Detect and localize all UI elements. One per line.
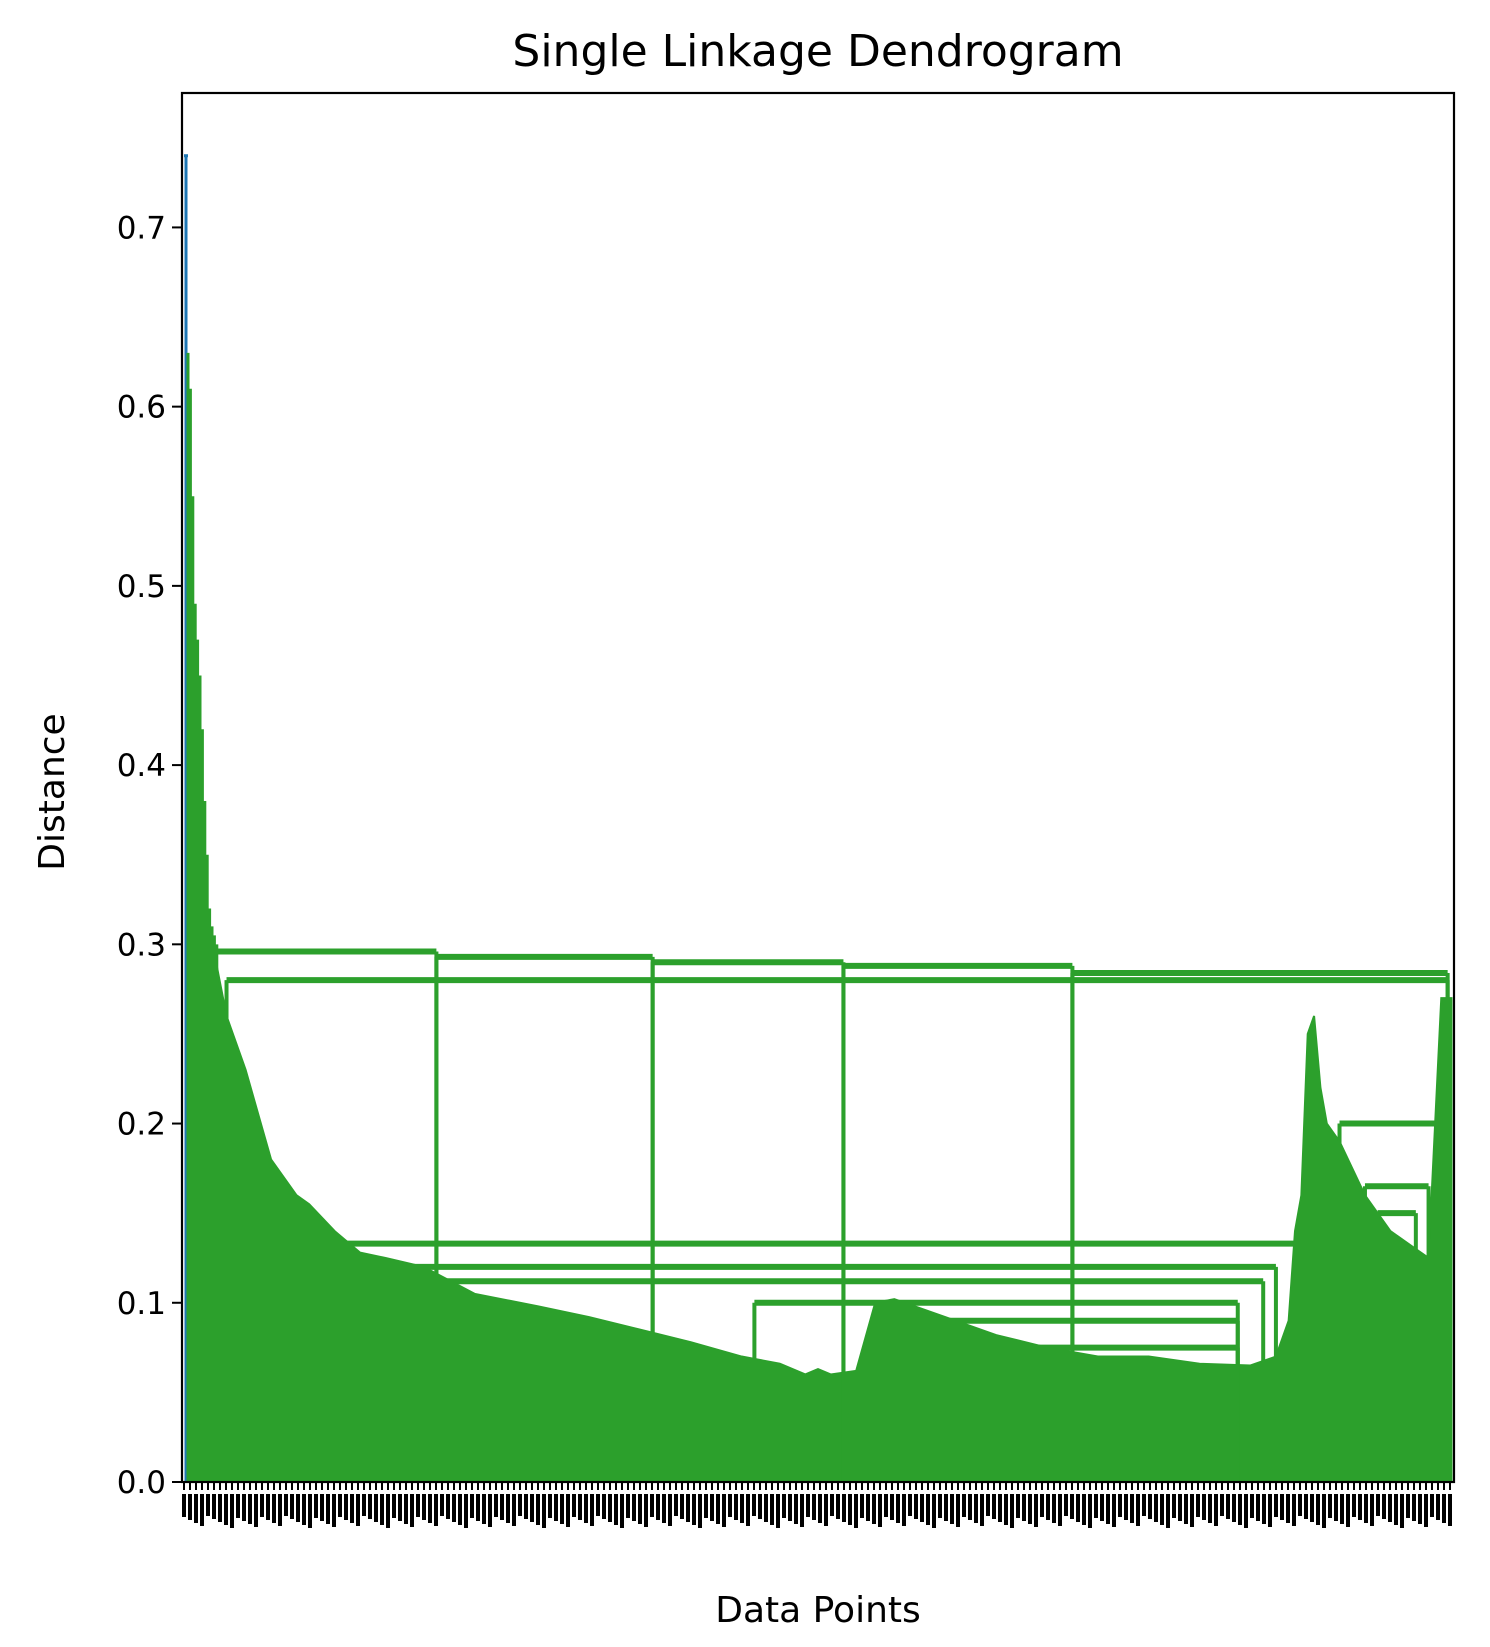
y-axis-label: Distance: [32, 713, 73, 870]
y-tick-label: 0.0: [117, 1465, 166, 1501]
y-tick-label: 0.5: [117, 569, 166, 605]
y-tick-label: 0.1: [117, 1286, 166, 1322]
y-tick-label: 0.3: [117, 927, 166, 963]
x-axis-label: Data Points: [715, 1590, 921, 1631]
y-tick-label: 0.7: [117, 210, 166, 246]
y-tick-label: 0.2: [117, 1107, 166, 1143]
x-tick-marks: [182, 1482, 1452, 1528]
plot-area-frame: [180, 91, 1456, 1484]
dendrogram-links: [184, 154, 1453, 1483]
y-tick-label: 0.4: [117, 748, 166, 784]
y-tick-label: 0.6: [117, 390, 166, 426]
chart-title: Single Linkage Dendrogram: [512, 26, 1123, 77]
y-axis-ticks: 0.0 0.1 0.2 0.3 0.4 0.5 0.6 0.7: [117, 210, 182, 1501]
